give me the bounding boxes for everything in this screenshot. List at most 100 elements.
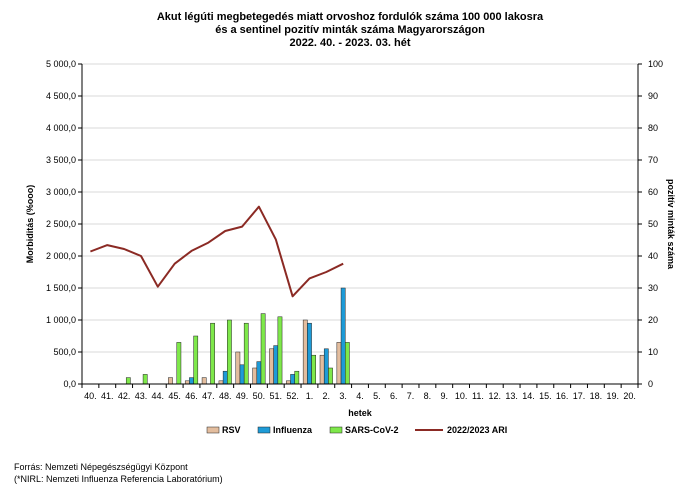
x-tick-label: 15. — [539, 391, 552, 401]
left-tick-label: 2 500,0 — [46, 219, 76, 229]
x-tick-label: 8. — [424, 391, 432, 401]
left-axis-title: Morbiditás (%ooo) — [25, 185, 35, 264]
bar-sars-cov-2 — [243, 322, 249, 385]
right-tick-label: 60 — [648, 187, 658, 197]
x-tick-label: 41. — [101, 391, 114, 401]
legend-swatch — [257, 426, 271, 434]
x-axis-title: hetek — [348, 408, 373, 418]
bar-influenza — [273, 345, 279, 385]
bar-rsv — [201, 377, 207, 385]
chart-title: Akut légúti megbetegedés miatt orvoshoz … — [157, 11, 544, 49]
x-tick-label: 9. — [440, 391, 448, 401]
x-tick-label: 17. — [573, 391, 586, 401]
legend-label: 2022/2023 ARI — [447, 425, 507, 435]
x-tick-label: 51. — [269, 391, 282, 401]
right-tick-label: 20 — [648, 315, 658, 325]
gridlines — [82, 63, 638, 353]
ari-line — [90, 205, 344, 298]
bar-rsv — [319, 354, 325, 385]
bar-influenza — [256, 361, 262, 385]
bar-sars-cov-2 — [328, 367, 333, 385]
bar-sars-cov-2 — [176, 342, 182, 385]
x-tick-label: 50. — [253, 391, 266, 401]
x-tick-label: 52. — [286, 391, 299, 401]
left-tick-label: 0,0 — [63, 379, 76, 389]
x-tick-label: 3. — [339, 391, 347, 401]
chart-title-line: 2022. 40. - 2023. 03. hét — [289, 37, 410, 49]
x-tick-label: 47. — [202, 391, 215, 401]
bar-influenza — [307, 322, 312, 385]
line-series-ari — [90, 205, 344, 298]
bar-rsv — [302, 319, 308, 385]
left-tick-label: 4 500,0 — [46, 91, 76, 101]
bar-rsv — [269, 348, 274, 385]
x-tick-label: 45. — [168, 391, 181, 401]
bar-sars-cov-2 — [345, 342, 350, 385]
left-tick-label: 3 500,0 — [46, 155, 76, 165]
x-tick-label: 6. — [390, 391, 398, 401]
right-tick-label: 70 — [648, 155, 658, 165]
right-tick-label: 100 — [648, 59, 663, 69]
right-tick-label: 40 — [648, 251, 658, 261]
x-tick-label: 10. — [455, 391, 468, 401]
x-tick-label: 13. — [505, 391, 518, 401]
right-tick-label: 10 — [648, 347, 658, 357]
bar-sars-cov-2 — [125, 377, 131, 385]
chart-title-line: és a sentinel pozitív minták száma Magya… — [215, 24, 485, 36]
bar-sars-cov-2 — [227, 319, 232, 385]
x-tick-label: 40. — [84, 391, 97, 401]
legend: RSV Influenza SARS-CoV-2 2022/2023 ARI — [206, 425, 507, 435]
x-tick-label: 46. — [185, 391, 198, 401]
legend-swatch — [206, 426, 220, 434]
right-tick-label: 80 — [648, 123, 658, 133]
left-tick-label: 1 500,0 — [46, 283, 76, 293]
x-tick-label: 4. — [356, 391, 364, 401]
bar-sars-cov-2 — [260, 313, 266, 385]
x-tick-label: 48. — [219, 391, 232, 401]
x-tick-label: 49. — [236, 391, 249, 401]
left-tick-label: 3 000,0 — [46, 187, 76, 197]
bar-sars-cov-2 — [142, 374, 148, 385]
bar-sars-cov-2 — [210, 322, 215, 385]
bar-influenza — [239, 364, 245, 385]
x-tick-label: 42. — [118, 391, 131, 401]
bar-rsv — [235, 351, 241, 385]
chart-title-line: Akut légúti megbetegedés miatt orvoshoz … — [157, 11, 544, 23]
bar-sars-cov-2 — [277, 316, 283, 385]
left-tick-label: 5 000,0 — [46, 59, 76, 69]
x-tick-label: 18. — [590, 391, 603, 401]
left-tick-label: 1 000,0 — [46, 315, 76, 325]
right-tick-label: 50 — [648, 219, 658, 229]
right-tick-label: 0 — [648, 379, 653, 389]
legend-swatch — [329, 426, 343, 434]
bar-sars-cov-2 — [311, 354, 317, 385]
legend-label: SARS-CoV-2 — [345, 425, 399, 435]
x-tick-label: 12. — [489, 391, 502, 401]
bar-rsv — [168, 377, 173, 385]
right-tick-label: 90 — [648, 91, 658, 101]
bar-influenza — [189, 377, 194, 385]
x-tick-label: 5. — [373, 391, 381, 401]
bar-rsv — [336, 342, 342, 385]
x-tick-label: 11. — [472, 391, 484, 401]
bar-sars-cov-2 — [294, 370, 300, 385]
left-tick-label: 4 000,0 — [46, 123, 76, 133]
x-tick-label: 20. — [623, 391, 636, 401]
x-tick-label: 1. — [306, 391, 314, 401]
bar-influenza — [290, 374, 295, 385]
bar-sars-cov-2 — [193, 335, 199, 385]
bars — [125, 287, 350, 385]
bar-rsv — [252, 367, 258, 385]
left-tick-label: 500,0 — [53, 347, 76, 357]
x-tick-label: 44. — [152, 391, 165, 401]
x-tick-label: 2. — [323, 391, 331, 401]
x-tick-label: 7. — [407, 391, 415, 401]
legend-label: Influenza — [273, 425, 313, 435]
bar-influenza — [222, 370, 228, 385]
x-tick-label: 43. — [135, 391, 148, 401]
x-tick-label: 19. — [606, 391, 619, 401]
bar-influenza — [323, 348, 329, 385]
right-tick-label: 30 — [648, 283, 658, 293]
left-tick-label: 2 000,0 — [46, 251, 76, 261]
